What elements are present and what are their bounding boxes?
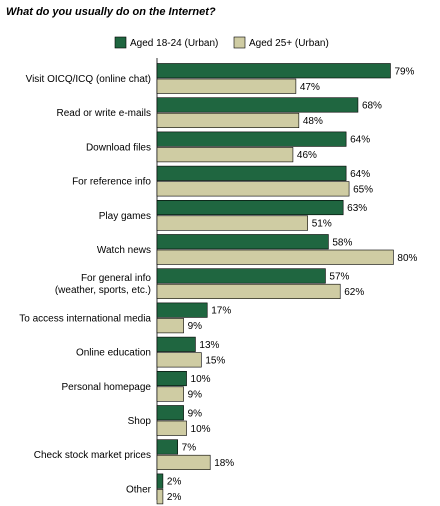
legend-label-series-2: Aged 25+ (Urban)	[249, 38, 329, 49]
data-label-series-1: 64%	[350, 135, 370, 146]
data-label-series-1: 2%	[167, 477, 182, 488]
data-label-series-2: 48%	[303, 116, 323, 127]
data-label-series-1: 9%	[188, 408, 203, 419]
bar-series-1	[156, 268, 326, 284]
category-label: For reference info	[72, 177, 151, 188]
data-label-series-2: 51%	[312, 219, 332, 230]
data-label-series-1: 63%	[347, 203, 367, 214]
bar-series-2	[156, 420, 187, 436]
data-label-series-1: 64%	[350, 169, 370, 180]
category-label-line: Online education	[76, 348, 151, 359]
data-label-series-1: 68%	[362, 100, 382, 111]
bar-series-2	[156, 318, 184, 334]
bar-series-2	[156, 215, 309, 231]
category-label-line: (weather, sports, etc.)	[55, 285, 151, 296]
category-label-line: Visit OICQ/ICQ (online chat)	[26, 74, 151, 85]
data-label-series-2: 9%	[188, 390, 203, 401]
bar-series-1	[156, 97, 359, 113]
category-label: For general info (weather, sports, etc.)	[55, 273, 152, 296]
bar-series-1	[156, 439, 178, 455]
data-label-series-2: 62%	[344, 287, 364, 298]
bar-series-2	[156, 352, 202, 368]
data-label-series-1: 13%	[199, 340, 219, 351]
category-label-line: Watch news	[97, 245, 151, 256]
legend-swatch-series-1	[114, 36, 127, 49]
data-label-series-2: 18%	[214, 458, 234, 469]
data-label-series-2: 47%	[300, 82, 320, 93]
bar-series-2	[156, 283, 341, 300]
category-label: Visit OICQ/ICQ (online chat)	[26, 74, 151, 85]
data-label-series-2: 9%	[188, 321, 203, 332]
bar-series-2	[156, 489, 164, 505]
bar-series-1	[156, 131, 347, 147]
category-label: Shop	[128, 416, 152, 427]
data-label-series-2: 46%	[297, 150, 317, 161]
category-label-line: Read or write e-mails	[57, 108, 151, 119]
bar-series-1	[156, 473, 164, 489]
data-label-series-1: 7%	[182, 442, 197, 453]
data-label-series-2: 80%	[397, 253, 417, 264]
chart-title: What do you usually do on the Internet?	[6, 6, 216, 18]
bar-series-1	[156, 234, 329, 250]
bar-series-1	[156, 200, 344, 216]
legend-swatch-series-2	[233, 36, 246, 49]
bar-series-1	[156, 336, 196, 352]
category-label: Check stock market prices	[34, 450, 151, 461]
data-label-series-2: 2%	[167, 492, 182, 503]
bar-series-2	[156, 386, 184, 402]
bar-series-1	[156, 63, 391, 79]
bar-series-1	[156, 370, 187, 387]
bar-series-1	[156, 302, 208, 318]
bar-series-2	[156, 181, 350, 197]
category-label: Personal homepage	[61, 382, 151, 393]
category-label-line: To access international media	[19, 313, 151, 324]
category-label: To access international media	[19, 313, 151, 324]
category-label-line: Shop	[128, 416, 152, 427]
category-label-line: Play games	[99, 211, 151, 222]
category-label: Watch news	[97, 245, 151, 256]
data-label-series-1: 17%	[211, 306, 231, 317]
category-label-line: Download files	[86, 142, 151, 153]
data-label-series-1: 79%	[394, 66, 414, 77]
data-label-series-1: 57%	[329, 271, 349, 282]
category-label-line: For reference info	[72, 177, 151, 188]
category-label: Play games	[99, 211, 151, 222]
category-label: Download files	[86, 142, 151, 153]
bar-series-2	[156, 112, 300, 128]
data-label-series-2: 65%	[353, 184, 373, 195]
legend-label-series-1: Aged 18-24 (Urban)	[130, 38, 218, 49]
category-label: Other	[126, 484, 152, 495]
plot-area: Visit OICQ/ICQ (online chat) 79% 47% Read o…	[19, 58, 418, 505]
data-label-series-1: 10%	[191, 374, 211, 385]
bar-series-1	[156, 165, 347, 181]
category-label: Read or write e-mails	[57, 108, 151, 119]
category-label-line: Other	[126, 484, 152, 495]
bar-series-2	[156, 78, 297, 94]
data-label-series-2: 10%	[191, 424, 211, 435]
bar-series-2	[156, 147, 294, 163]
category-label-line: For general info	[81, 273, 151, 284]
data-label-series-1: 58%	[332, 237, 352, 248]
legend: Aged 18-24 (Urban) Aged 25+ (Urban)	[114, 36, 329, 49]
bar-series-2	[156, 249, 394, 265]
category-label-line: Personal homepage	[61, 382, 151, 393]
category-label-line: Check stock market prices	[34, 450, 151, 461]
bar-series-1	[156, 405, 184, 421]
bar-series-2	[156, 454, 211, 471]
data-label-series-2: 15%	[205, 355, 225, 366]
category-label: Online education	[76, 348, 151, 359]
